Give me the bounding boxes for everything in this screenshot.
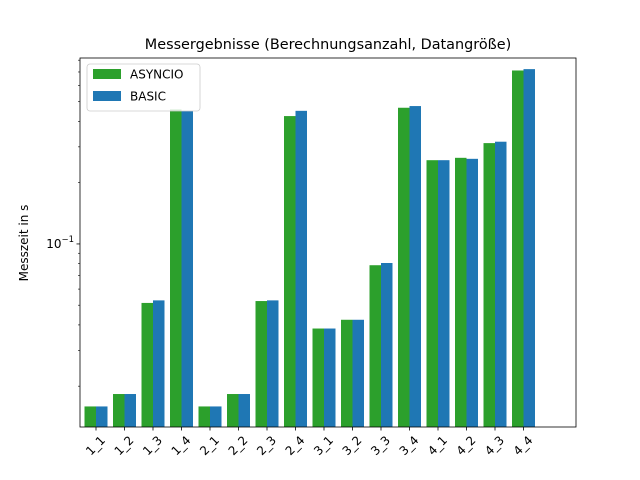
bar-asyncio-2_4 (284, 116, 296, 427)
bar-asyncio-1_2 (113, 394, 125, 427)
bar-asyncio-4_2 (455, 157, 467, 427)
bar-basic-2_3 (267, 300, 279, 427)
x-tick-label: 1_2 (112, 433, 137, 458)
y-ticks-group: 10−1 (46, 59, 80, 387)
bar-basic-3_1 (324, 328, 336, 427)
x-tick-label: 3_1 (311, 433, 336, 458)
bar-asyncio-4_1 (426, 160, 438, 427)
bar-asyncio-2_3 (255, 301, 267, 427)
legend-label-basic: BASIC (130, 90, 166, 104)
chart-title: Messergebnisse (Berechnungsanzahl, Datan… (145, 37, 511, 53)
bar-asyncio-1_4 (170, 109, 182, 427)
bar-basic-2_1 (210, 406, 222, 427)
y-axis-label: Messzeit in s (17, 205, 31, 282)
bar-asyncio-4_3 (483, 143, 495, 427)
bar-basic-2_2 (238, 394, 250, 427)
x-tick-label: 1_1 (83, 433, 108, 458)
x-tick-label: 3_4 (397, 433, 422, 458)
bar-asyncio-2_1 (198, 406, 210, 427)
x-tick-label: 2_1 (197, 433, 222, 458)
bar-basic-3_3 (381, 263, 393, 427)
x-tick-label: 2_2 (226, 433, 251, 458)
x-tick-label: 4_2 (454, 433, 479, 458)
bar-basic-1_3 (153, 300, 165, 427)
x-tick-label: 2_4 (283, 433, 308, 458)
bar-basic-4_1 (438, 160, 450, 427)
bar-basic-4_3 (495, 141, 507, 427)
x-tick-label: 4_4 (511, 433, 536, 458)
x-ticks-group: 1_1 1_2 1_3 1_4 2_1 2_2 2_3 2_4 3_1 3_2 3_3 3_4 4_1 4… (83, 427, 536, 458)
x-tick-label: 2_3 (254, 433, 279, 458)
bar-basic-4_4 (523, 69, 535, 427)
bar-asyncio-3_3 (369, 265, 381, 427)
bars-group (84, 69, 535, 428)
bar-basic-4_2 (466, 158, 478, 428)
y-tick-label: 10−1 (46, 235, 74, 251)
legend: ASYNCIO BASIC (86, 63, 201, 112)
x-tick-label: 4_1 (425, 433, 450, 458)
bar-basic-3_4 (409, 106, 421, 428)
legend-label-asyncio: ASYNCIO (130, 68, 184, 82)
bar-asyncio-1_1 (84, 406, 96, 427)
x-tick-label: 3_2 (340, 433, 365, 458)
x-tick-label: 3_3 (368, 433, 393, 458)
legend-swatch-basic (93, 91, 121, 101)
bar-basic-2_4 (295, 110, 307, 427)
bar-asyncio-3_2 (341, 319, 353, 427)
bar-asyncio-3_1 (312, 328, 324, 427)
legend-swatch-asyncio (93, 69, 121, 79)
bar-asyncio-2_2 (227, 394, 239, 427)
bar-asyncio-4_4 (512, 70, 524, 428)
x-tick-label: 1_3 (140, 433, 165, 458)
x-tick-label: 4_3 (482, 433, 507, 458)
bar-basic-1_2 (124, 394, 136, 427)
x-tick-label: 1_4 (169, 433, 194, 458)
bar-basic-1_4 (181, 110, 193, 427)
bar-asyncio-3_4 (398, 107, 410, 428)
bar-asyncio-1_3 (141, 302, 153, 427)
bar-basic-3_2 (352, 319, 364, 427)
plot-area-frame (79, 57, 577, 428)
bar-basic-1_1 (96, 406, 108, 427)
